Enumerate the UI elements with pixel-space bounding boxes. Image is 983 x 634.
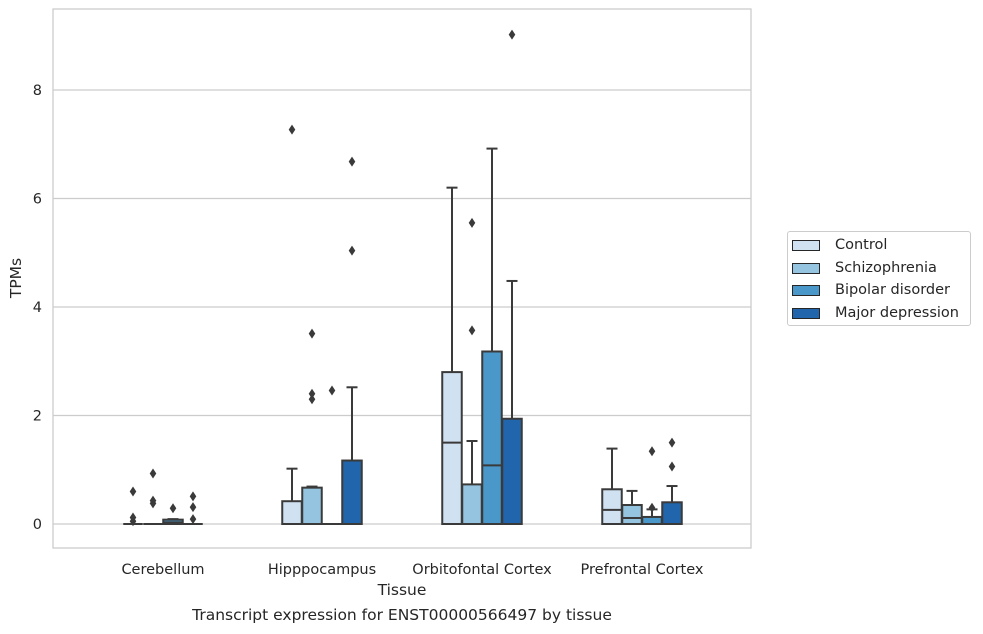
box-body xyxy=(281,500,303,525)
box-group xyxy=(641,446,663,526)
outlier-marker xyxy=(348,156,356,167)
box-group xyxy=(143,468,163,525)
outlier-marker xyxy=(348,245,356,256)
legend: Control Schizophrenia Bipolar disorder Majo… xyxy=(787,231,971,326)
legend-label: Major depression xyxy=(835,304,959,321)
outlier-marker xyxy=(149,498,157,509)
box-body xyxy=(441,371,463,525)
x-tick-label: Cerebellum xyxy=(121,562,204,578)
x-axis-ticks: Cerebellum Hipppocampus Orbitofontal Corte… xyxy=(121,562,703,578)
x-tick-label: Hipppocampus xyxy=(268,562,376,578)
y-tick-label: 6 xyxy=(33,192,42,208)
outlier-marker xyxy=(508,29,516,40)
y-tick-label: 2 xyxy=(33,409,42,425)
box-body xyxy=(661,501,683,525)
y-axis-label: TPMs xyxy=(7,258,25,299)
box-series xyxy=(123,29,683,527)
box-body xyxy=(601,488,623,525)
outlier-marker xyxy=(189,502,197,513)
box-group xyxy=(621,489,643,526)
box-group xyxy=(281,124,303,525)
box-group xyxy=(481,147,503,525)
outlier-marker xyxy=(149,468,157,479)
legend-label: Control xyxy=(835,237,888,253)
outlier-marker xyxy=(468,325,476,336)
box-group xyxy=(461,217,483,525)
outlier-marker xyxy=(169,503,177,514)
figure-caption: Transcript expression for ENST0000056649… xyxy=(192,606,612,624)
legend-label: Schizophrenia xyxy=(835,259,937,276)
box-group xyxy=(301,328,323,525)
box-body xyxy=(301,486,323,525)
outlier-marker xyxy=(468,217,476,228)
box-group xyxy=(661,437,683,525)
outlier-marker xyxy=(648,502,656,513)
box-group xyxy=(441,186,463,525)
x-tick-label: Orbitofontal Cortex xyxy=(412,562,552,578)
box-body xyxy=(461,483,483,525)
outlier-marker xyxy=(668,437,676,448)
box-group xyxy=(601,447,623,525)
box-group xyxy=(123,486,143,527)
outlier-marker xyxy=(308,388,316,399)
outlier-marker xyxy=(308,328,316,339)
legend-item: Major depression xyxy=(788,302,970,324)
box-body xyxy=(341,459,363,525)
outlier-marker xyxy=(668,461,676,472)
outlier-marker xyxy=(129,516,137,527)
legend-label: Bipolar disorder xyxy=(835,282,950,298)
legend-swatch xyxy=(792,307,820,319)
y-tick-label: 8 xyxy=(33,83,42,99)
grid-lines xyxy=(53,89,751,525)
outlier-marker xyxy=(189,514,197,525)
y-axis-ticks: 0 2 4 6 8 xyxy=(33,83,42,533)
outlier-marker xyxy=(308,394,316,405)
y-tick-label: 0 xyxy=(33,517,42,533)
box-body xyxy=(481,350,503,525)
outlier-marker xyxy=(288,124,296,135)
box-body xyxy=(621,504,643,526)
y-tick-label: 4 xyxy=(33,300,42,316)
x-axis-label: Tissue xyxy=(377,581,427,599)
box-group xyxy=(183,491,203,525)
outlier-marker xyxy=(328,385,336,396)
x-tick-label: Prefrontal Cortex xyxy=(581,562,704,578)
legend-swatch xyxy=(792,262,820,274)
legend-swatch xyxy=(792,240,820,251)
box-body xyxy=(501,417,523,526)
box-group xyxy=(501,29,523,526)
box-group xyxy=(162,503,184,525)
box-group xyxy=(341,156,363,525)
outlier-marker xyxy=(648,446,656,457)
legend-item: Schizophrenia xyxy=(788,257,970,279)
box-body xyxy=(641,515,663,526)
outlier-marker xyxy=(189,491,197,502)
legend-swatch xyxy=(792,285,820,296)
plot-area-frame xyxy=(52,8,752,549)
box-group xyxy=(322,385,342,525)
outlier-marker xyxy=(129,486,137,497)
legend-item: Bipolar disorder xyxy=(788,279,970,301)
legend-item: Control xyxy=(788,234,970,256)
